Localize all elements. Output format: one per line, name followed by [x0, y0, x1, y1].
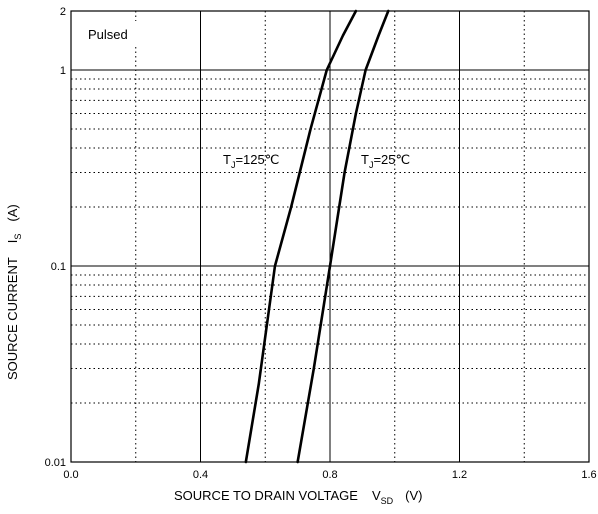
y-tick-label: 0.01: [45, 457, 66, 469]
series-line-0: [244, 9, 358, 464]
pulsed-annotation-box: [81, 21, 141, 47]
x-axis-label-text: SOURCE TO DRAIN VOLTAGE: [174, 488, 358, 503]
x-axis-label: SOURCE TO DRAIN VOLTAGE VSD (V): [174, 488, 423, 506]
x-tick-label: 1.6: [581, 469, 596, 481]
y-axis-label-unit: (A): [5, 204, 20, 221]
series-label-125c-prefix: T: [223, 152, 231, 167]
series-label-25c-suffix: =25℃: [373, 152, 410, 167]
curves: [244, 9, 390, 464]
pulsed-annotation: Pulsed: [88, 27, 128, 42]
y-axis-label-subscript: S: [13, 234, 23, 240]
plot-frame: [70, 10, 590, 463]
x-tick-label: 0.8: [322, 469, 337, 481]
series-line-1: [296, 9, 390, 464]
x-tick-label: 0.4: [193, 469, 208, 481]
tick-labels: 0.0 0.4 0.8 1.2 1.6 0.01 0.1 1 2: [45, 6, 597, 481]
grid: [71, 11, 589, 462]
y-axis-label-symbol: I: [5, 240, 20, 244]
y-tick-label: 2: [60, 6, 66, 18]
x-tick-label: 1.2: [452, 469, 467, 481]
y-axis-label: SOURCE CURRENT IS (A): [5, 204, 23, 380]
x-axis-label-unit: (V): [405, 488, 422, 503]
series-label-125c-suffix: =125℃: [235, 152, 279, 167]
y-axis-label-text: SOURCE CURRENT: [5, 257, 20, 380]
x-axis-label-symbol: V: [372, 488, 381, 503]
x-axis-label-subscript: SD: [381, 496, 394, 506]
y-tick-label: 0.1: [51, 261, 66, 273]
series-label-25c-subscript: J: [369, 160, 374, 170]
series-label-25c: TJ=25℃: [361, 152, 410, 170]
series-label-25c-prefix: T: [361, 152, 369, 167]
series-label-125c: TJ=125℃: [223, 152, 279, 170]
y-tick-label: 1: [60, 65, 66, 77]
x-tick-label: 0.0: [63, 469, 78, 481]
series-label-125c-subscript: J: [231, 160, 236, 170]
